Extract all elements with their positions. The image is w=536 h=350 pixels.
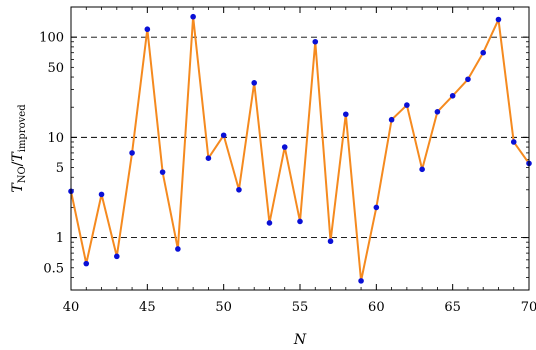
y-title-sub1: NO [17, 166, 28, 183]
data-point [495, 16, 502, 23]
data-point [175, 246, 181, 252]
y-title-main2: T [10, 151, 26, 162]
x-tick-label: 50 [215, 300, 232, 315]
x-tick-label: 65 [444, 300, 461, 315]
data-point [465, 76, 471, 83]
x-tick-label: 45 [139, 300, 156, 315]
data-point [312, 38, 319, 45]
data-series [68, 13, 532, 284]
y-tick-label: 10 [47, 131, 64, 146]
data-point [281, 144, 288, 150]
data-point [373, 204, 380, 211]
y-tick-label: 100 [39, 31, 64, 46]
data-point [190, 13, 196, 20]
x-tick-label: 55 [292, 300, 309, 315]
data-point [205, 155, 212, 161]
data-point [266, 220, 273, 226]
y-tick-label: 0.5 [43, 261, 64, 276]
data-point [480, 49, 487, 56]
reference-lines [71, 36, 529, 239]
x-axis-title: N [293, 332, 307, 348]
y-tick-label: 5 [56, 161, 64, 176]
tick-labels: 40 45 50 55 60 65 70 0.5 1 5 10 50 100 [39, 31, 536, 315]
data-point [404, 102, 410, 108]
axis-ticks [70, 6, 530, 291]
data-point [236, 186, 242, 193]
data-point [98, 191, 105, 198]
data-point [358, 278, 364, 284]
data-point [327, 238, 334, 245]
data-point [251, 80, 257, 86]
data-point [144, 26, 151, 33]
y-title-main: T [10, 182, 26, 193]
y-tick-label: 1 [56, 231, 64, 246]
data-point [343, 111, 349, 118]
data-point [419, 166, 425, 173]
data-point [449, 92, 456, 99]
plot-frame [70, 6, 530, 291]
data-point [129, 150, 135, 156]
data-point [159, 169, 166, 175]
series-line [70, 15, 530, 282]
data-point [297, 218, 303, 225]
data-point [434, 109, 441, 115]
x-tick-label: 40 [63, 300, 80, 315]
y-tick-label: 50 [47, 61, 64, 76]
y-title-sep: / [10, 161, 26, 166]
data-point [510, 139, 517, 145]
x-tick-label: 70 [521, 300, 536, 315]
data-point [220, 132, 227, 139]
x-tick-label: 60 [368, 300, 385, 315]
data-point [114, 253, 120, 260]
y-title-sub2: improved [17, 104, 28, 152]
data-point [388, 116, 395, 123]
y-axis-title: TNO/Timproved [10, 104, 28, 193]
data-point [83, 260, 90, 267]
